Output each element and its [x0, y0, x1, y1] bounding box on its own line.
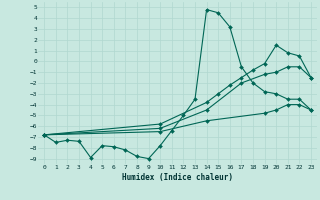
X-axis label: Humidex (Indice chaleur): Humidex (Indice chaleur) — [122, 173, 233, 182]
